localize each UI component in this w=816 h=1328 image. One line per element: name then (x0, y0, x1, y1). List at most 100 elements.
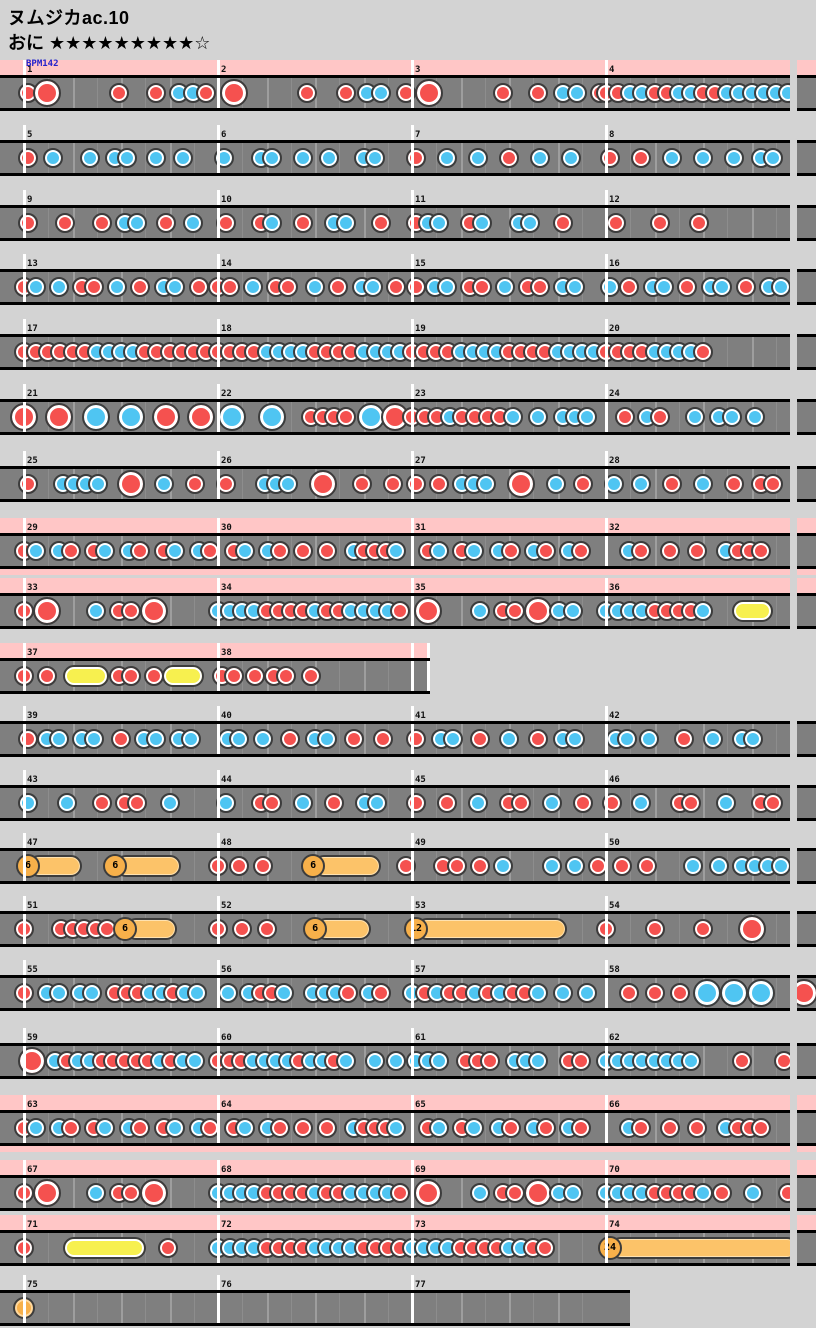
note-ka (165, 1118, 186, 1138)
note-ka (215, 793, 236, 813)
measure-number: 20 (609, 324, 620, 334)
gogo-time-strip (0, 578, 790, 593)
note-ka (145, 729, 166, 749)
note-ka (262, 213, 283, 233)
note-don (270, 541, 291, 561)
measure-line (217, 706, 220, 721)
measure-line (23, 914, 26, 944)
note-don (405, 148, 426, 168)
note-don (109, 83, 130, 103)
note-don (336, 83, 357, 103)
beat-subline (363, 208, 366, 238)
note-ka (262, 148, 283, 168)
track-top-border (797, 269, 816, 272)
measure-number: 77 (415, 1280, 426, 1290)
note-ka (442, 729, 463, 749)
beat-subline (121, 1293, 123, 1323)
beat-subline (193, 1293, 195, 1323)
measure-number: 60 (221, 1033, 232, 1043)
note-track (0, 337, 790, 367)
note-don (270, 1118, 291, 1138)
beat-subline (557, 1293, 560, 1323)
track-bottom-border (797, 108, 816, 111)
note-track: 6 6 12 (0, 914, 790, 944)
beat-subline (727, 914, 729, 944)
measure-line (411, 208, 414, 238)
gogo-time-strip (797, 1215, 816, 1230)
measure-number: 19 (415, 324, 426, 334)
note-don-big (17, 1047, 46, 1075)
measure-line (23, 469, 26, 499)
beat-subline (48, 1113, 50, 1143)
note-don (130, 541, 151, 561)
note-ka (159, 793, 180, 813)
measure-line (217, 272, 220, 302)
track-bottom-border (797, 1008, 816, 1011)
beat-subline (193, 1233, 195, 1263)
measure-number: 65 (415, 1100, 426, 1110)
note-track (0, 272, 790, 302)
track-top-border (797, 205, 816, 208)
measure-number: 71 (27, 1220, 38, 1230)
beat-subline (193, 596, 195, 626)
measure-line (605, 978, 608, 1008)
note-don (389, 1183, 410, 1203)
note-ka (235, 1118, 256, 1138)
note-don (436, 793, 457, 813)
track-top-border (0, 721, 790, 724)
measure-number: 29 (27, 523, 38, 533)
note-don (611, 856, 632, 876)
measure-line (605, 1160, 608, 1175)
measure-line (217, 402, 220, 432)
measure-line (411, 833, 414, 848)
note-don (572, 474, 593, 494)
measure-line (411, 319, 414, 334)
beat-subline (339, 1293, 341, 1323)
note-ka (165, 541, 186, 561)
measure-line (217, 914, 220, 944)
note-ka (293, 148, 314, 168)
measure-line (605, 469, 608, 499)
row-end-line (427, 643, 430, 658)
track-bottom-border (0, 108, 790, 111)
note-ka (43, 148, 64, 168)
measure-line (411, 724, 414, 754)
measure-line (605, 319, 608, 334)
beat-subline (48, 1233, 50, 1263)
beat-subline (460, 143, 463, 173)
note-track-stub (797, 596, 816, 626)
track-bottom-border (797, 173, 816, 176)
beat-subline (387, 1293, 389, 1323)
beat-subline (581, 143, 583, 173)
track-top-border (0, 1175, 790, 1178)
note-ka (467, 793, 488, 813)
note-ka (186, 983, 207, 1003)
note-ka (541, 793, 562, 813)
note-ka (716, 793, 737, 813)
note-ka (712, 277, 733, 297)
measure-line (411, 1046, 414, 1076)
note-don (229, 856, 250, 876)
gogo-time-strip (0, 1160, 790, 1175)
beat-subline (363, 724, 366, 754)
measure-line (217, 978, 220, 1008)
beat-subline (72, 143, 75, 173)
note-don (570, 541, 591, 561)
measure-line (217, 469, 220, 499)
measure-line (23, 254, 26, 269)
track-bottom-border (0, 432, 790, 435)
note-don (528, 729, 549, 749)
measure-number: 40 (221, 711, 232, 721)
note-ka (184, 1051, 205, 1071)
drumroll-note (62, 665, 110, 687)
measure-line (217, 125, 220, 140)
note-ka (743, 729, 764, 749)
note-ka (85, 1183, 106, 1203)
track-bottom-border (0, 499, 790, 502)
measure-line (605, 724, 608, 754)
track-top-border (0, 911, 790, 914)
note-don (630, 1118, 651, 1138)
measure-line (217, 661, 220, 691)
note-ka (770, 856, 790, 876)
note-ka (365, 148, 386, 168)
